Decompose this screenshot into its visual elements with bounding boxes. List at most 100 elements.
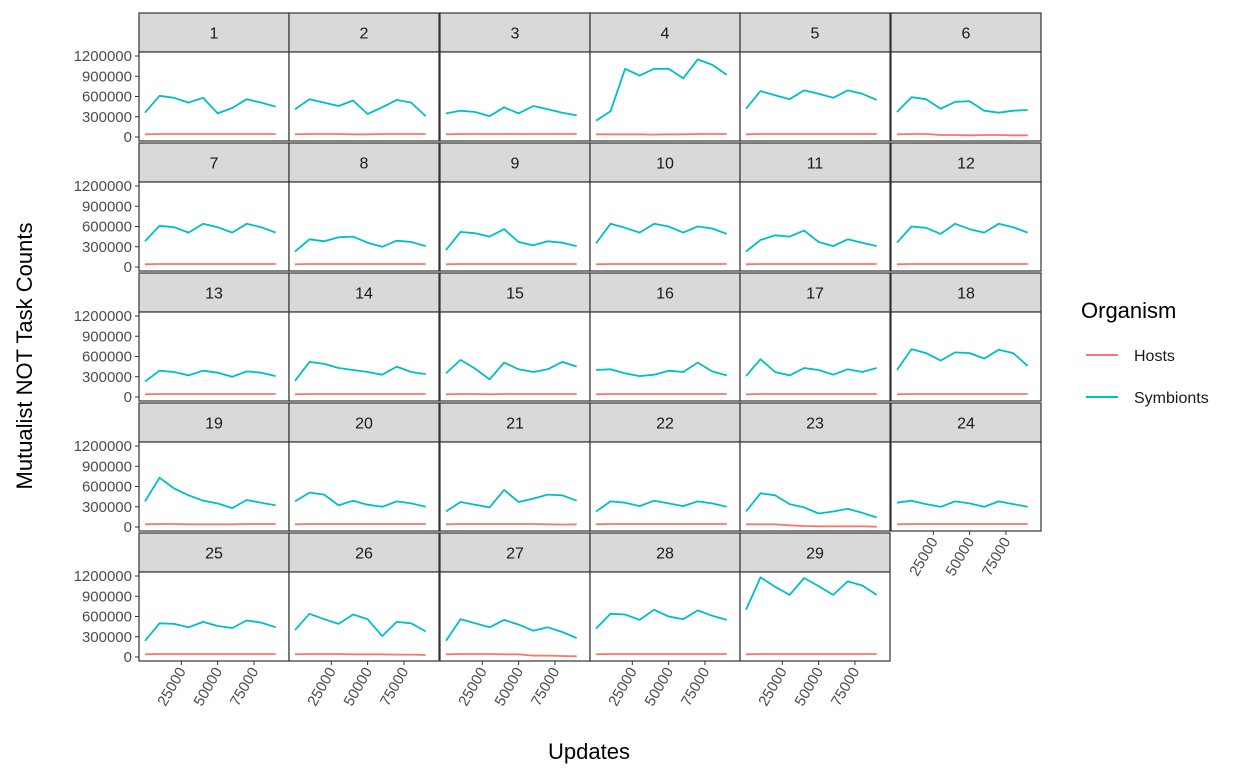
facet-strip — [739, 272, 891, 313]
series-line-symbionts — [595, 222, 728, 244]
facet-plot-area — [288, 441, 440, 532]
facet-strip-label: 12 — [957, 156, 975, 173]
facet-22: 22 — [589, 402, 741, 532]
y-tick-label: 900000 — [82, 198, 132, 215]
series-line-symbionts — [445, 618, 578, 642]
facet-strip — [439, 532, 591, 573]
y-tick-label: 300000 — [82, 109, 132, 126]
x-tick-label: 75000 — [377, 665, 413, 710]
facet-plot-area — [890, 441, 1042, 532]
facet-12: 12 — [890, 142, 1042, 272]
x-tick-label: 25000 — [304, 665, 340, 710]
facet-strip — [439, 12, 591, 53]
y-tick-label: 900000 — [82, 458, 132, 475]
series-line-symbionts — [144, 94, 276, 115]
series-line-symbionts — [745, 492, 877, 519]
facet-strip — [739, 142, 891, 183]
facet-plot-area — [890, 311, 1042, 402]
y-tick-label: 0 — [124, 259, 132, 276]
series-line-symbionts — [896, 499, 1028, 508]
series-line-symbionts — [294, 235, 426, 253]
x-tick-label: 75000 — [528, 665, 564, 710]
x-tick-label: 25000 — [605, 665, 641, 710]
facet-strip-label: 6 — [962, 26, 971, 43]
series-line-symbionts — [745, 576, 878, 611]
facet-strip-label: 10 — [656, 156, 674, 173]
facet-7: 7 — [138, 142, 290, 272]
series-line-hosts — [294, 653, 426, 656]
facet-plot-area — [288, 311, 440, 402]
facet-20: 20 — [288, 402, 440, 532]
legend-entries: Hosts Symbionts — [1086, 348, 1209, 407]
facet-14: 14 — [288, 272, 440, 402]
series-line-symbionts — [595, 608, 727, 630]
facet-strip-label: 11 — [807, 156, 824, 173]
series-line-hosts — [896, 133, 1028, 137]
facet-strip — [890, 402, 1042, 443]
y-tick-label: 0 — [124, 649, 132, 666]
facet-strip-label: 26 — [355, 546, 373, 563]
facet-strip — [138, 402, 290, 443]
y-tick-label: 1200000 — [74, 438, 132, 455]
facet-strip-label: 20 — [355, 416, 373, 433]
y-tick-label: 1200000 — [74, 308, 132, 325]
facet-6: 6 — [890, 12, 1042, 142]
facet-25: 25 — [138, 532, 290, 662]
facet-strip — [739, 12, 891, 53]
facet-strip — [288, 272, 440, 313]
legend-label: Hosts — [1134, 348, 1175, 365]
facet-27: 27 — [439, 532, 591, 662]
facet-strip — [589, 532, 741, 573]
facet-plot-area — [439, 51, 591, 142]
facet-plot-area — [138, 311, 290, 402]
facet-plot-area — [439, 311, 591, 402]
y-tick-label: 600000 — [82, 219, 132, 236]
facet-9: 9 — [439, 142, 591, 272]
facet-strip-label: 27 — [506, 546, 524, 563]
facet-strip-label: 28 — [656, 546, 674, 563]
x-tick-label: 25000 — [755, 665, 791, 710]
facet-strip — [589, 402, 741, 443]
facet-strip — [138, 12, 290, 53]
facet-plot-area — [138, 441, 290, 532]
facet-21: 21 — [439, 402, 591, 532]
y-tick-label: 1200000 — [74, 568, 132, 585]
legend: Organism Hosts Symbionts — [1081, 298, 1209, 407]
legend-entry-symbionts: Symbionts — [1086, 390, 1209, 407]
facet-plot-area — [589, 441, 741, 532]
y-tick-label: 300000 — [82, 239, 132, 256]
facet-plot-area — [739, 441, 891, 532]
legend-entry-hosts: Hosts — [1086, 348, 1175, 365]
facet-strip — [890, 272, 1042, 313]
facet-17: 17 — [739, 272, 891, 402]
y-tick-label: 0 — [124, 389, 132, 406]
series-line-hosts — [746, 523, 877, 528]
facet-plot-area — [739, 51, 891, 142]
facet-plot-area — [739, 181, 891, 272]
facet-strip-label: 14 — [355, 286, 373, 303]
series-line-symbionts — [745, 89, 878, 110]
facet-3: 3 — [439, 12, 591, 142]
x-tick-label: 25000 — [154, 665, 190, 710]
series-line-symbionts — [745, 358, 877, 377]
y-tick-label: 1200000 — [74, 48, 132, 65]
x-axis-title: Updates — [548, 739, 630, 764]
series-line-symbionts — [595, 361, 727, 378]
x-tick-label: 50000 — [341, 665, 377, 710]
facet-strip-label: 23 — [806, 416, 824, 433]
series-line-symbionts — [294, 491, 426, 508]
facet-8: 8 — [288, 142, 440, 272]
facet-strip — [890, 142, 1042, 183]
facet-strip-label: 19 — [205, 416, 223, 433]
x-tick-label: 25000 — [455, 665, 491, 710]
x-tick-label: 50000 — [642, 665, 678, 710]
facet-16: 16 — [589, 272, 741, 402]
series-line-symbionts — [445, 228, 577, 251]
facet-plot-area — [739, 311, 891, 402]
facet-plot-area — [138, 571, 290, 662]
facet-strip-label: 22 — [656, 416, 674, 433]
series-line-symbionts — [144, 369, 276, 383]
facet-19: 19 — [138, 402, 290, 532]
y-tick-label: 600000 — [82, 89, 132, 106]
